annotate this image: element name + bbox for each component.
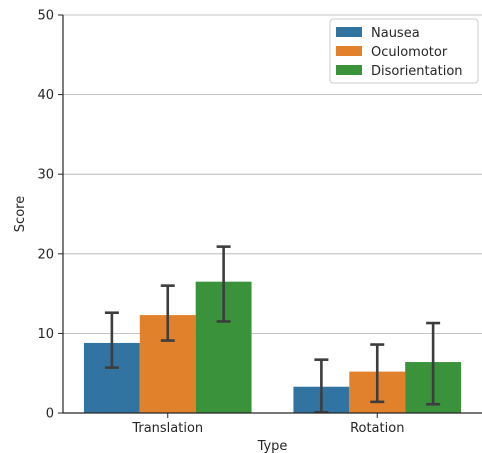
legend-swatch-disorientation bbox=[336, 65, 362, 75]
y-tick-label: 50 bbox=[37, 9, 54, 24]
y-axis-label: Score bbox=[13, 196, 28, 232]
axes bbox=[62, 15, 482, 414]
legend: Nausea Oculomotor Disorientation bbox=[329, 18, 479, 84]
legend-swatch-nausea bbox=[336, 27, 362, 37]
error-bars bbox=[104, 245, 441, 414]
y-ticks: 0 10 20 30 40 50 bbox=[37, 9, 63, 422]
gridlines bbox=[63, 14, 482, 334]
y-tick-label: 40 bbox=[37, 88, 54, 103]
legend-box bbox=[329, 18, 479, 84]
legend-label-oculomotor: Oculomotor bbox=[371, 45, 448, 60]
bars bbox=[83, 281, 462, 413]
legend-label-disorientation: Disorientation bbox=[371, 64, 463, 79]
legend-label-nausea: Nausea bbox=[371, 26, 420, 41]
y-tick-label: 20 bbox=[37, 247, 54, 262]
y-tick-label: 30 bbox=[37, 168, 54, 183]
x-axis-label: Type bbox=[257, 439, 288, 453]
y-tick-label: 10 bbox=[37, 327, 54, 342]
x-tick-label: Translation bbox=[131, 421, 203, 436]
legend-swatch-oculomotor bbox=[336, 46, 362, 56]
x-ticks: Translation Rotation bbox=[131, 413, 404, 436]
y-tick-label: 0 bbox=[46, 407, 54, 422]
x-tick-label: Rotation bbox=[350, 421, 404, 436]
